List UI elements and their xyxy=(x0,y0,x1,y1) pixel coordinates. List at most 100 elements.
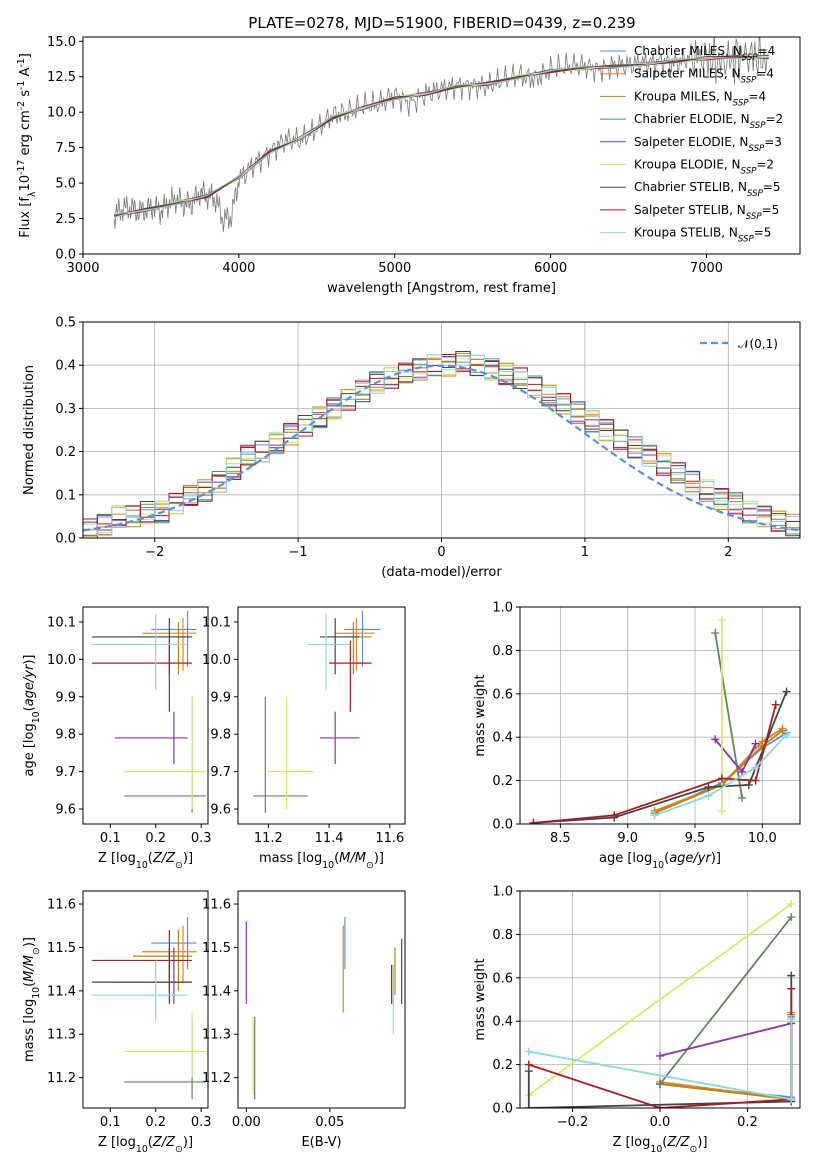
y-axis-label: Normed distribution xyxy=(22,365,37,495)
y-tick-label: 11.5 xyxy=(47,941,76,956)
x-tick-label: 10.0 xyxy=(748,831,777,846)
errorbar-point xyxy=(123,696,206,810)
legend-entry: 𝒩(0,1) xyxy=(738,337,778,351)
errorbar-point xyxy=(123,1012,206,1078)
y-tick-label: 0.4 xyxy=(492,731,513,746)
weight-marker xyxy=(610,811,619,820)
x-tick-label: 0.05 xyxy=(315,1115,344,1130)
weight-marker xyxy=(656,1051,664,1060)
weight-series xyxy=(529,700,780,824)
y-tick-label: 0.0 xyxy=(55,248,76,263)
ticks-weight-vs-Z: −0.2 0.0 0.2 0.0 0.2 0.4 0.6 0.8 1.0 xyxy=(492,885,758,1131)
plot-area-mass-vs-ebv xyxy=(245,917,403,1100)
x-tick-label: 0.0 xyxy=(650,1115,671,1130)
ticks-age-vs-Z: 0.1 0.2 0.3 9.6 9.7 9.8 9.9 10.0 10.1 xyxy=(47,615,211,846)
legend-entry: Salpeter ELODIE, NSSP=3 xyxy=(634,135,782,154)
plot-area-spectrum xyxy=(113,37,769,233)
weight-marker xyxy=(711,629,720,638)
x-tick-label: 11.2 xyxy=(254,831,283,846)
observed-spectrum-line xyxy=(113,37,768,233)
x-tick-label: 0.1 xyxy=(100,831,121,846)
errorbar-point xyxy=(92,618,193,675)
errorbar-point xyxy=(123,696,206,813)
weight-series xyxy=(656,1010,796,1104)
y-tick-label: 11.3 xyxy=(202,1028,231,1043)
plot-area-mass-vs-Z xyxy=(92,917,206,1100)
y-tick-label: 0.2 xyxy=(55,445,76,460)
y-axis-label: age [log10(age/yr)] xyxy=(22,654,42,776)
y-tick-label: 11.6 xyxy=(202,898,231,913)
weight-series-line xyxy=(659,1022,792,1057)
ticks-spectrum: 3000 4000 5000 6000 7000 0.0 2.5 5.0 7.5 10.0 12.5… xyxy=(47,35,723,276)
x-tick-label: 11.6 xyxy=(375,831,404,846)
x-axis-label: (data-model)/error xyxy=(381,565,502,580)
y-tick-label: 11.4 xyxy=(47,984,76,999)
axes-weight-vs-age: 8.5 9.0 9.5 10.0 0.0 0.2 0.4 0.6 0.8 1.0 age [log1… xyxy=(473,601,801,871)
x-tick-label: 0.00 xyxy=(232,1115,261,1130)
y-tick-label: 0.6 xyxy=(492,971,513,986)
errorbar-point xyxy=(92,640,193,712)
x-tick-label: 0.2 xyxy=(145,831,166,846)
weight-series-line xyxy=(654,734,788,817)
y-tick-label: 0.2 xyxy=(492,1058,513,1073)
weight-marker xyxy=(524,1060,533,1069)
x-tick-label: 7000 xyxy=(690,261,723,276)
y-axis-label: mass weight xyxy=(473,958,488,1040)
y-tick-label: 10.1 xyxy=(47,615,76,630)
y-tick-label: 11.3 xyxy=(47,1028,76,1043)
ticks-mass-vs-ebv: 0.00 0.05 11.2 11.3 11.4 11.5 11.6 xyxy=(202,898,344,1130)
y-tick-label: 11.2 xyxy=(202,1071,231,1086)
plot-area-weight-vs-Z xyxy=(524,900,796,1108)
legend-entry: Salpeter STELIB, NSSP=5 xyxy=(634,203,779,222)
x-tick-label: 4000 xyxy=(222,261,255,276)
axes-mass-vs-Z: 0.1 0.2 0.3 11.2 11.3 11.4 11.5 11.6 Z [log10(Z/… xyxy=(22,890,212,1155)
weight-marker xyxy=(787,1015,796,1024)
y-tick-label: 0.0 xyxy=(492,1102,513,1117)
x-tick-label: −0.2 xyxy=(557,1115,589,1130)
weight-series xyxy=(656,1008,796,1104)
x-axis-label: age [log10(age/yr)] xyxy=(599,851,721,871)
weight-marker xyxy=(704,791,713,800)
y-tick-label: 10.0 xyxy=(47,653,76,668)
weight-marker xyxy=(704,783,713,792)
x-tick-label: 9.5 xyxy=(685,831,706,846)
axes-frame-spectrum xyxy=(82,36,801,255)
spectrum-legend: Chabrier MILES, NSSP=4 Salpeter MILES, NS… xyxy=(600,44,783,245)
errorbar-point xyxy=(92,614,188,690)
x-tick-label: 0.1 xyxy=(100,1115,121,1130)
weight-series-line xyxy=(654,727,783,812)
charts-layer: 3000 4000 5000 6000 70000.02.55.07.510.012.5… xyxy=(16,35,801,1155)
errorbar-point xyxy=(344,610,381,667)
x-tick-label: −2 xyxy=(145,545,164,560)
y-tick-label: 10.0 xyxy=(202,653,231,668)
y-tick-label: 9.7 xyxy=(210,765,231,780)
x-axis-label: wavelength [Angstrom, rest frame] xyxy=(327,281,556,296)
y-tick-label: 0.3 xyxy=(55,402,76,417)
model-spectrum-line xyxy=(114,56,769,215)
errorbar-point xyxy=(114,711,188,765)
y-tick-label: 0.4 xyxy=(492,1015,513,1030)
x-tick-label: 8.5 xyxy=(550,831,571,846)
axes-weight-vs-Z: −0.2 0.0 0.2 0.0 0.2 0.4 0.6 0.8 1.0 Z [log10(Z/Z… xyxy=(473,885,801,1155)
y-tick-label: 9.6 xyxy=(55,803,76,818)
axes-age-vs-Z: 0.1 0.2 0.3 9.6 9.7 9.8 9.9 10.0 10.1 Z [log10(Z/… xyxy=(22,606,212,871)
errorbar-point xyxy=(92,960,188,1022)
y-tick-label: 2.5 xyxy=(55,212,76,227)
y-axis-label: mass [log10(M/M⊙)] xyxy=(22,937,42,1062)
plot-area-age-vs-mass xyxy=(253,610,381,813)
weight-marker xyxy=(717,806,726,815)
x-axis-label: Z [log10(Z/Z⊙)] xyxy=(98,851,193,871)
gaussian-reference-curve xyxy=(83,364,800,532)
x-axis-label: mass [log10(M/M⊙)] xyxy=(259,851,384,871)
y-tick-label: 11.6 xyxy=(47,898,76,913)
weight-marker xyxy=(787,900,796,909)
weight-marker xyxy=(782,731,791,740)
ticks-weight-vs-age: 8.5 9.0 9.5 10.0 0.0 0.2 0.4 0.6 0.8 1.0 xyxy=(492,601,776,847)
weight-marker xyxy=(787,1095,796,1104)
y-tick-label: 10.1 xyxy=(202,615,231,630)
weight-series xyxy=(711,735,760,776)
plot-area-age-vs-Z xyxy=(92,610,206,813)
y-tick-label: 0.0 xyxy=(492,818,513,833)
legend-entry: Kroupa STELIB, NSSP=5 xyxy=(634,226,771,245)
